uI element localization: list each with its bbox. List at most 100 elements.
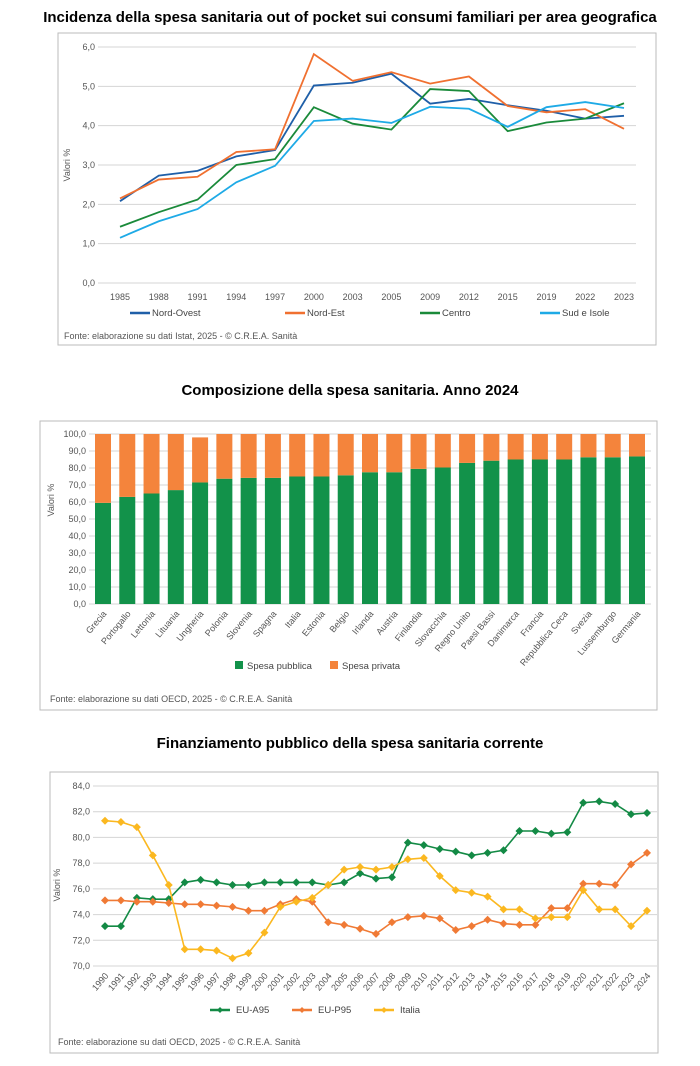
- data-point: [132, 823, 141, 832]
- y-tick-label: 72,0: [72, 935, 90, 945]
- bar-public: [119, 496, 136, 604]
- bar-private: [556, 434, 573, 460]
- data-point: [148, 851, 157, 860]
- legend-label: Sud e Isole: [562, 308, 610, 319]
- x-tick-label: 2000: [249, 971, 270, 993]
- data-point: [387, 863, 396, 871]
- data-point: [196, 875, 205, 884]
- x-tick-label: 1997: [202, 971, 223, 993]
- legend-label: Nord-Ovest: [152, 308, 201, 319]
- x-tick-label: Belgio: [328, 609, 352, 635]
- x-tick-label: 2005: [329, 971, 350, 993]
- bar-public: [556, 459, 573, 604]
- y-tick-label: 82,0: [72, 807, 90, 817]
- legend-label: EU-A95: [236, 1005, 269, 1016]
- data-point: [196, 945, 205, 954]
- x-tick-label: 1996: [186, 971, 207, 993]
- bar-private: [434, 434, 451, 468]
- data-point: [403, 855, 412, 864]
- data-point: [419, 911, 428, 920]
- chart-frame: [57, 32, 657, 346]
- x-tick-label: 2022: [575, 292, 595, 302]
- data-point: [643, 848, 651, 857]
- x-tick-label: 2023: [616, 971, 637, 993]
- y-axis-label: Valori %: [46, 484, 56, 517]
- x-tick-label: Italia: [283, 609, 303, 630]
- data-point: [499, 905, 508, 914]
- data-point: [531, 920, 540, 929]
- data-point: [547, 904, 556, 913]
- data-point: [515, 905, 524, 914]
- x-tick-label: 1992: [122, 971, 143, 993]
- data-point: [595, 905, 604, 914]
- data-point: [372, 865, 380, 874]
- bar-private: [192, 437, 209, 483]
- bar-private: [337, 434, 354, 476]
- y-tick-label: 10,0: [68, 582, 86, 592]
- data-point: [515, 827, 524, 835]
- data-point: [403, 838, 412, 847]
- bar-public: [386, 472, 403, 604]
- x-tick-label: 2023: [614, 292, 634, 302]
- series-line-eu-p95: [105, 852, 648, 935]
- data-point: [324, 918, 333, 927]
- data-point: [387, 873, 396, 882]
- data-point: [276, 902, 285, 911]
- y-tick-label: 20,0: [68, 565, 86, 575]
- bar-public: [604, 457, 621, 604]
- data-point: [483, 848, 492, 857]
- bar-public: [459, 462, 476, 604]
- data-point: [563, 828, 572, 837]
- series-line-centro: [119, 88, 625, 228]
- data-point: [483, 892, 492, 901]
- x-tick-label: 2019: [536, 292, 556, 302]
- bar-public: [410, 468, 427, 604]
- data-point: [308, 893, 317, 902]
- data-point: [499, 846, 508, 855]
- y-tick-label: 78,0: [72, 858, 90, 868]
- x-tick-label: 2007: [361, 971, 382, 993]
- bar-private: [264, 434, 281, 478]
- data-point: [212, 878, 221, 887]
- x-tick-label: 2024: [632, 971, 653, 993]
- bar-private: [459, 434, 476, 463]
- data-point: [467, 888, 476, 897]
- chart-frame: [49, 771, 659, 1054]
- x-tick-label: 1988: [149, 292, 169, 302]
- x-tick-label: 2009: [420, 292, 440, 302]
- y-tick-label: 50,0: [68, 514, 86, 524]
- x-tick-label: 2006: [345, 971, 366, 993]
- bar-private: [483, 434, 500, 461]
- bar-private: [604, 434, 621, 458]
- data-point: [611, 881, 620, 889]
- legend-marker: [381, 1007, 387, 1013]
- chart-1: Incidenza della spesa sanitaria out of p…: [43, 9, 657, 346]
- data-point: [260, 906, 269, 915]
- x-tick-label: Slovenia: [224, 609, 254, 642]
- data-point: [499, 919, 508, 928]
- legend-label: Spesa pubblica: [247, 661, 313, 672]
- bar-public: [240, 477, 257, 604]
- x-tick-label: 2001: [265, 971, 286, 993]
- data-point: [340, 920, 349, 929]
- y-tick-label: 30,0: [68, 548, 86, 558]
- data-point: [643, 809, 651, 817]
- data-point: [627, 860, 636, 869]
- x-tick-label: 2003: [343, 292, 363, 302]
- legend-swatch: [235, 661, 243, 669]
- data-point: [116, 922, 125, 931]
- source-note: Fonte: elaborazione su dati OECD, 2025 -…: [50, 694, 292, 704]
- data-point: [579, 886, 588, 895]
- bar-private: [143, 434, 160, 494]
- bar-public: [289, 476, 306, 604]
- y-axis-label: Valori %: [62, 149, 72, 182]
- data-point: [627, 922, 636, 931]
- series-line-sud-e-isole: [119, 101, 625, 239]
- bar-private: [531, 434, 548, 460]
- data-point: [292, 897, 301, 906]
- data-point: [467, 922, 476, 931]
- bar-public: [313, 476, 330, 604]
- legend-label: Italia: [400, 1005, 421, 1016]
- chart-frame: [39, 420, 658, 711]
